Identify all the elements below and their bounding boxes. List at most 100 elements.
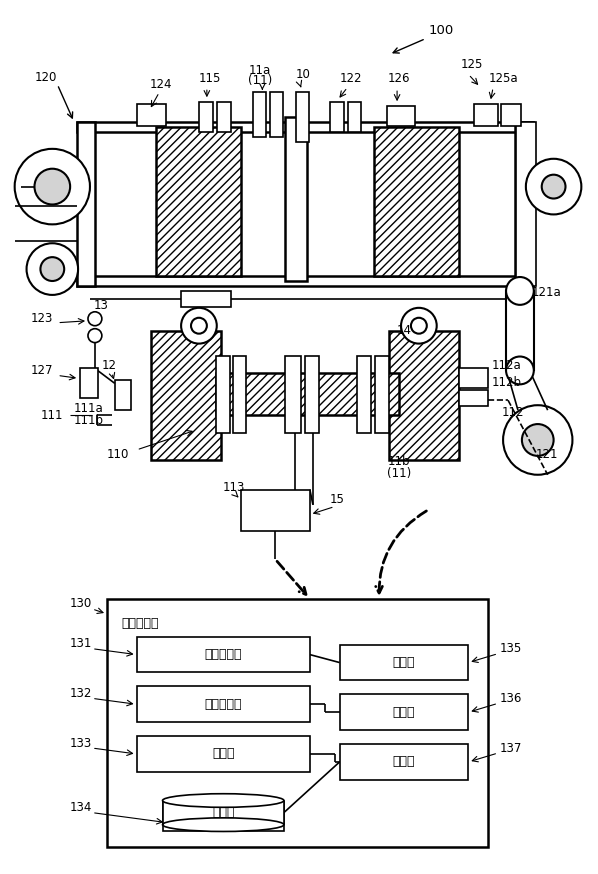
Text: 112b: 112b <box>491 376 521 389</box>
Circle shape <box>191 318 207 334</box>
Text: 132: 132 <box>70 687 93 700</box>
Text: 121a: 121a <box>532 287 562 300</box>
Bar <box>376 356 389 433</box>
Bar <box>270 92 283 137</box>
Circle shape <box>15 149 90 225</box>
Text: 演算部: 演算部 <box>212 747 234 760</box>
Bar <box>136 637 310 672</box>
Bar <box>115 380 130 410</box>
Text: 124: 124 <box>150 78 172 91</box>
Text: 136: 136 <box>500 692 523 704</box>
Circle shape <box>522 424 554 456</box>
Text: 135: 135 <box>500 642 523 656</box>
Bar <box>216 102 231 132</box>
Circle shape <box>88 329 102 343</box>
Bar <box>340 645 468 681</box>
Ellipse shape <box>163 794 284 808</box>
Bar <box>136 686 310 722</box>
Text: 111: 111 <box>41 409 63 421</box>
Text: (11): (11) <box>249 73 273 87</box>
Text: 113: 113 <box>222 482 245 494</box>
Text: 15: 15 <box>329 493 344 506</box>
Bar <box>474 104 498 126</box>
Text: 出力部: 出力部 <box>393 755 415 768</box>
Text: 112: 112 <box>502 406 524 419</box>
Circle shape <box>506 277 534 305</box>
Bar <box>515 122 533 286</box>
Text: 計測制御部: 計測制御部 <box>205 697 242 711</box>
Bar <box>296 92 309 142</box>
Circle shape <box>542 175 566 198</box>
Bar <box>77 276 533 286</box>
Bar <box>374 127 459 276</box>
Bar <box>156 127 240 276</box>
Text: 115: 115 <box>199 72 221 85</box>
Bar <box>305 356 319 433</box>
Circle shape <box>526 159 581 214</box>
Text: 137: 137 <box>500 741 523 754</box>
Bar <box>163 801 284 825</box>
Text: 123: 123 <box>30 312 53 325</box>
Bar <box>340 694 468 730</box>
Text: (11): (11) <box>387 468 411 481</box>
Bar <box>340 744 468 780</box>
Text: 133: 133 <box>70 737 93 750</box>
Text: 127: 127 <box>30 364 53 377</box>
Text: 111b: 111b <box>74 413 104 427</box>
Bar <box>358 356 371 433</box>
Text: 入力部: 入力部 <box>393 656 415 669</box>
Bar <box>240 489 310 531</box>
Text: 112a: 112a <box>491 359 521 372</box>
Bar <box>501 104 521 126</box>
Circle shape <box>411 318 427 334</box>
Text: 134: 134 <box>70 801 93 814</box>
Text: 10: 10 <box>296 68 311 80</box>
Ellipse shape <box>163 818 284 831</box>
Bar <box>199 102 213 132</box>
Text: 駆動制御部: 駆動制御部 <box>205 649 242 661</box>
Bar <box>389 330 459 460</box>
Bar <box>254 92 266 137</box>
Bar <box>387 106 415 126</box>
Text: 11b: 11b <box>387 455 410 468</box>
Text: 125: 125 <box>460 58 483 71</box>
Text: 120: 120 <box>35 71 57 84</box>
Text: 111a: 111a <box>74 402 104 414</box>
Bar <box>285 356 301 433</box>
Bar <box>107 599 488 848</box>
Text: 12: 12 <box>102 359 117 372</box>
Bar <box>459 369 488 388</box>
Circle shape <box>401 308 437 343</box>
Bar <box>459 391 488 406</box>
Circle shape <box>503 406 572 475</box>
Bar <box>151 330 221 460</box>
Bar <box>233 356 246 433</box>
Bar <box>77 122 533 132</box>
Circle shape <box>26 243 78 295</box>
Text: 110: 110 <box>107 448 129 461</box>
Text: 121: 121 <box>536 448 559 461</box>
Bar <box>516 122 536 286</box>
Text: 14: 14 <box>397 324 412 337</box>
Bar <box>347 102 361 132</box>
Bar <box>136 736 310 772</box>
Text: 131: 131 <box>70 637 93 650</box>
Bar <box>329 102 344 132</box>
Text: 100: 100 <box>429 24 454 37</box>
Bar <box>163 801 284 831</box>
Bar <box>216 373 399 415</box>
Bar <box>285 117 307 281</box>
Circle shape <box>181 308 216 343</box>
Text: 122: 122 <box>340 72 362 85</box>
Text: 130: 130 <box>70 598 93 610</box>
Text: 演算制御部: 演算制御部 <box>121 617 159 630</box>
Text: 125a: 125a <box>488 72 518 85</box>
Text: 126: 126 <box>387 72 410 85</box>
Bar <box>216 356 230 433</box>
Bar <box>181 291 231 307</box>
Text: 評価部: 評価部 <box>393 705 415 718</box>
Text: 13: 13 <box>94 299 109 312</box>
Bar <box>80 369 98 399</box>
Text: メモリ: メモリ <box>212 806 234 819</box>
Text: 11a: 11a <box>249 64 271 77</box>
